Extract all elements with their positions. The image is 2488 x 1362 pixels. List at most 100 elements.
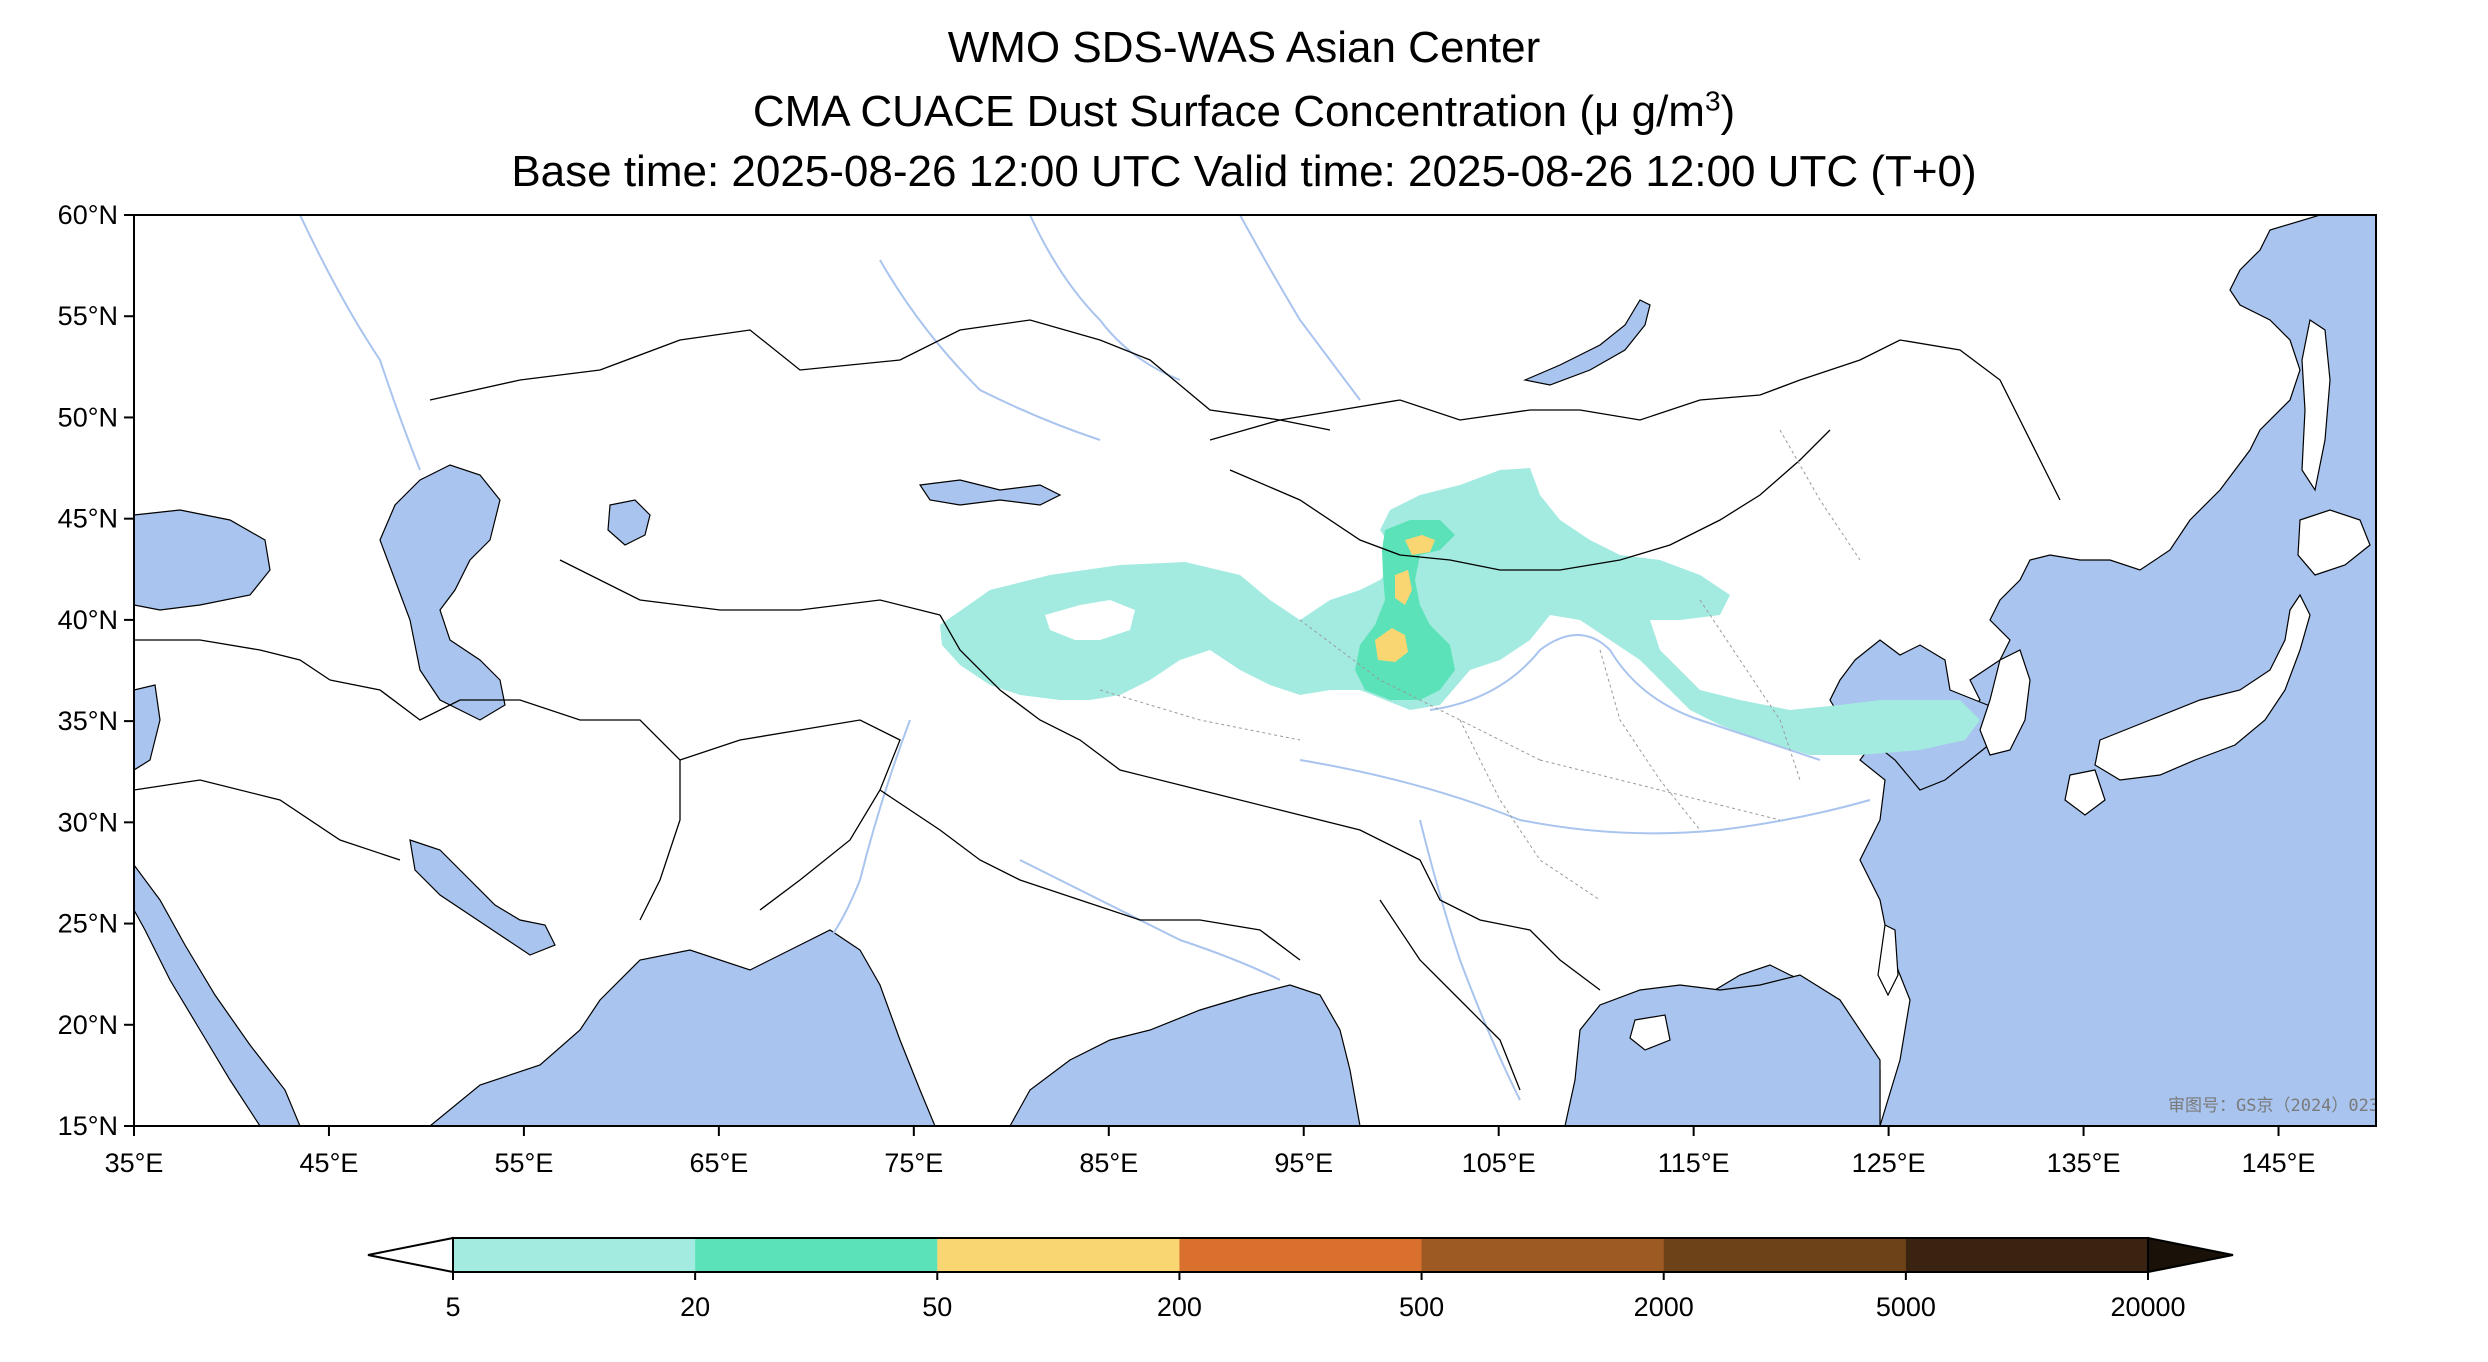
river-irtysh <box>879 259 1101 441</box>
lake-baikal <box>1522 299 1651 386</box>
black-sea <box>134 509 271 611</box>
lake-balkhash <box>918 479 1062 506</box>
border-china-mongolia <box>1229 429 1831 571</box>
lon-tick-label: 105°E <box>1462 1148 1536 1178</box>
taiwan <box>1877 924 1899 997</box>
lat-tick-label: 40°N <box>58 605 118 635</box>
mediterranean-sea <box>134 684 161 771</box>
lon-tick-label: 145°E <box>2242 1148 2316 1178</box>
border-kazakhstan-central-asia <box>559 559 941 616</box>
lon-tick-label: 65°E <box>689 1148 748 1178</box>
latitude-axis: 60°N 55°N 50°N 45°N 40°N 35°N 30°N 25°N 20°N 15°N <box>58 200 134 1141</box>
lat-tick-label: 55°N <box>58 301 118 331</box>
border-iran <box>329 679 681 921</box>
province-border-5 <box>1539 759 1781 821</box>
title-line-3: Base time: 2025-08-26 12:00 UTC Valid ti… <box>511 147 1977 196</box>
rivers <box>299 215 1871 1101</box>
title-line-1: WMO SDS-WAS Asian Center <box>947 23 1541 72</box>
lon-tick-label: 85°E <box>1079 1148 1138 1178</box>
colorbar-tick-label: 20000 <box>2110 1292 2185 1322</box>
lat-tick-label: 60°N <box>58 200 118 230</box>
colorbar-tick-label: 500 <box>1399 1292 1444 1322</box>
colorbar-tick-label: 50 <box>922 1292 952 1322</box>
lon-tick-label: 35°E <box>105 1148 164 1178</box>
colorbar-tick-label: 200 <box>1157 1292 1202 1322</box>
colorbar-segment <box>1421 1238 1665 1272</box>
province-border-2 <box>1459 719 1601 901</box>
title-line-2: CMA CUACE Dust Surface Concentration (μ … <box>0 86 2488 138</box>
lon-tick-label: 75°E <box>884 1148 943 1178</box>
border-afghanistan-pakistan <box>679 719 901 911</box>
colorbar-frame <box>452 1237 2149 1273</box>
title-line-2-suffix: ) <box>1720 87 1736 136</box>
river-yenisei <box>1239 215 1361 401</box>
river-volga <box>299 215 421 471</box>
approval-stamp: 审图号：GS京（2024）0236号 <box>2168 1096 2406 1116</box>
colorbar-segment <box>1179 1238 1423 1272</box>
japan-hokkaido <box>2297 509 2371 576</box>
province-border-7 <box>1099 689 1301 741</box>
colorbar-tick-label: 2000 <box>1634 1292 1694 1322</box>
province-border-1 <box>1299 619 1541 761</box>
province-border-4 <box>1699 599 1801 781</box>
title-line-2-unit: μ g/m <box>1594 87 1705 136</box>
province-border-6 <box>1779 429 1861 561</box>
dust-contours <box>940 468 1980 755</box>
colorbar-segment <box>695 1238 938 1272</box>
colorbar-under-extension <box>367 1236 454 1274</box>
river-ganges <box>1019 859 1281 981</box>
title-line-2-prefix: CMA CUACE Dust Surface Concentration ( <box>752 87 1595 136</box>
lat-tick-label: 25°N <box>58 909 118 939</box>
lon-tick-label: 135°E <box>2047 1148 2121 1178</box>
river-yangtze <box>1299 759 1871 835</box>
dust-level-5-20-west <box>940 468 1980 755</box>
border-india <box>879 789 1301 961</box>
hainan <box>1629 1014 1671 1051</box>
colorbar-tick-label: 5 <box>445 1292 460 1322</box>
colorbar-segment <box>937 1238 1180 1272</box>
river-ob <box>1029 215 1181 381</box>
province-borders <box>1099 429 1861 901</box>
border-arabia <box>134 779 401 861</box>
map-frame <box>133 214 2377 1127</box>
lat-tick-label: 30°N <box>58 807 118 837</box>
colorbar-segment <box>453 1238 696 1272</box>
border-china-west <box>939 614 1601 991</box>
river-mekong <box>1419 819 1521 1101</box>
river-indus <box>819 719 911 951</box>
japan-honshu <box>2094 593 2311 781</box>
title-line-2-sup: 3 <box>1704 85 1721 117</box>
persian-gulf <box>409 839 556 956</box>
colorbar-segment <box>1663 1238 1907 1272</box>
country-borders <box>134 319 2061 1091</box>
japan-kyushu <box>2064 769 2106 816</box>
longitude-axis: 35°E 45°E 55°E 65°E 75°E 85°E 95°E 105°E 115°E 12… <box>105 1126 2316 1178</box>
lon-tick-label: 55°E <box>494 1148 553 1178</box>
bay-of-bengal <box>1009 984 1361 1126</box>
dust-level-50-200-mid <box>1395 570 1412 605</box>
dust-level-5-20-hole <box>1045 600 1135 640</box>
caspian-sea <box>379 464 506 721</box>
lon-tick-label: 115°E <box>1658 1148 1730 1178</box>
river-yellow <box>1429 634 1821 761</box>
lat-tick-label: 15°N <box>58 1111 118 1141</box>
map-area: 审图号：GS京（2024）0236号 <box>134 215 2406 1126</box>
lon-tick-label: 95°E <box>1274 1148 1333 1178</box>
colorbar-tick-label: 5000 <box>1876 1292 1936 1322</box>
arabian-sea <box>429 929 936 1126</box>
border-russia-kazakhstan <box>429 319 1331 431</box>
red-sea <box>134 863 301 1126</box>
dust-level-50-200-north <box>1405 535 1435 555</box>
aral-sea <box>607 499 651 546</box>
island-landmasses <box>1629 319 2371 1051</box>
water-bodies <box>134 215 2376 1126</box>
south-china-sea <box>1564 974 1881 1126</box>
border-southeast-asia <box>1379 899 1521 1091</box>
colorbar-over-extension <box>2147 1236 2234 1274</box>
border-turkey-caucasus <box>134 639 331 681</box>
sakhalin <box>2301 319 2331 492</box>
dust-level-50-200-south <box>1375 628 1408 662</box>
colorbar-segment <box>1905 1238 2149 1272</box>
lat-tick-label: 20°N <box>58 1010 118 1040</box>
korea <box>1979 649 2031 756</box>
